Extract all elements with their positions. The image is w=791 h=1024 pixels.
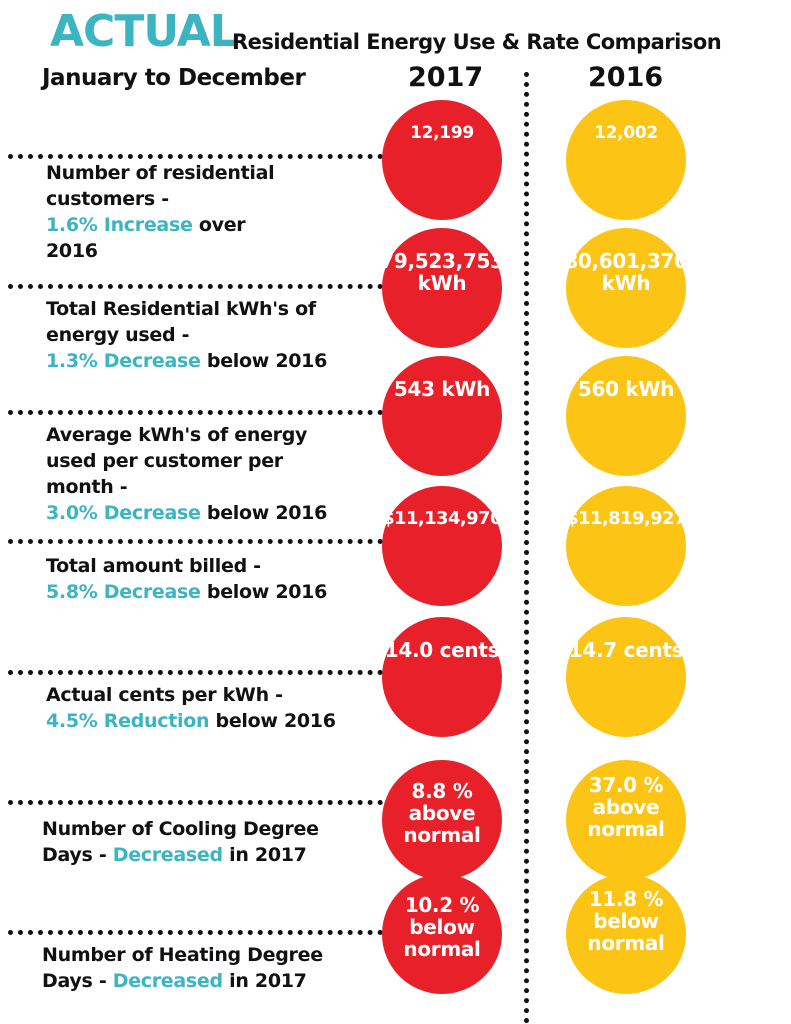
column-divider xyxy=(524,72,529,1024)
row-change-suffix: over 2016 xyxy=(46,214,246,262)
value-circle-2016: $11,819,927 xyxy=(566,486,686,606)
value-2017: 14.0 cents xyxy=(384,638,500,662)
row-connector xyxy=(8,154,383,159)
row-change: 1.6% Increase xyxy=(46,214,193,236)
column-header-2016: 2016 xyxy=(588,62,664,93)
value-2016: 11.8 % below normal xyxy=(587,887,665,955)
row-label: Average kWh's of energy used per custome… xyxy=(46,422,336,526)
row-change-suffix: in 2017 xyxy=(222,970,307,992)
row-description: Actual cents per kWh - xyxy=(46,684,283,706)
comparison-row: Number of residential customers - 1.6% I… xyxy=(0,100,791,262)
value-circle-2016: 560 kWh xyxy=(566,356,686,476)
comparison-row: Total Residential kWh's of energy used -… xyxy=(0,228,791,372)
value-circle-2017: 10.2 % below normal xyxy=(382,874,502,994)
row-connector xyxy=(8,410,383,415)
value-2016: 80,601,370 kWh xyxy=(564,249,688,295)
value-circle-2017: $11,134,970 xyxy=(382,486,502,606)
row-description: Total amount billed - xyxy=(46,555,261,577)
row-label: Number of Heating Degree Days - Decrease… xyxy=(42,942,342,994)
row-change-suffix: below 2016 xyxy=(209,710,336,732)
value-2017: 12,199 xyxy=(410,123,474,143)
row-label: Number of Cooling Degree Days - Decrease… xyxy=(42,816,342,868)
comparison-row: Average kWh's of energy used per custome… xyxy=(0,356,791,524)
row-change: Decreased xyxy=(112,970,223,992)
comparison-row: Actual cents per kWh - 4.5% Reduction be… xyxy=(0,617,791,737)
row-connector xyxy=(8,800,383,805)
value-circle-2017: 12,199 xyxy=(382,100,502,220)
period-label: January to December xyxy=(42,65,306,91)
value-circle-2017: 8.8 % above normal xyxy=(382,760,502,880)
row-change-suffix: in 2017 xyxy=(222,844,307,866)
value-2016: 37.0 % above normal xyxy=(587,773,665,841)
row-label: Total amount billed - 5.8% Decrease belo… xyxy=(46,553,346,605)
row-change-suffix: below 2016 xyxy=(200,350,328,372)
row-description: Number of Heating Degree Days - xyxy=(42,944,323,992)
page-title: Residential Energy Use & Rate Comparison xyxy=(232,30,722,54)
row-connector xyxy=(8,930,383,935)
value-circle-2016: 12,002 xyxy=(566,100,686,220)
value-2017: 543 kWh xyxy=(393,377,491,401)
value-circle-2017: 14.0 cents xyxy=(382,617,502,737)
row-change: 1.3% Decrease xyxy=(46,350,201,372)
value-circle-2016: 37.0 % above normal xyxy=(566,760,686,880)
row-connector xyxy=(8,284,383,289)
row-connector xyxy=(8,670,383,675)
row-change: 5.8% Decrease xyxy=(46,581,201,603)
row-change: Decreased xyxy=(112,844,223,866)
row-description: Number of residential customers - xyxy=(46,162,275,210)
value-circle-2016: 80,601,370 kWh xyxy=(564,228,688,348)
row-label: Total Residential kWh's of energy used -… xyxy=(46,296,346,374)
row-label: Number of residential customers - 1.6% I… xyxy=(46,160,296,264)
value-2016: 12,002 xyxy=(594,123,658,143)
comparison-row: Total amount billed - 5.8% Decrease belo… xyxy=(0,486,791,606)
value-circle-2016: 14.7 cents xyxy=(566,617,686,737)
row-description: Average kWh's of energy used per custome… xyxy=(46,424,308,498)
value-2017: 8.8 % above normal xyxy=(403,779,481,847)
value-circle-2017: 543 kWh xyxy=(382,356,502,476)
row-change-suffix: below 2016 xyxy=(200,502,328,524)
comparison-row: Number of Cooling Degree Days - Decrease… xyxy=(0,760,791,880)
row-label: Actual cents per kWh - 4.5% Reduction be… xyxy=(46,682,346,734)
row-description: Total Residential kWh's of energy used - xyxy=(46,298,316,346)
value-2017: 10.2 % below normal xyxy=(403,893,481,961)
row-connector xyxy=(8,539,383,544)
comparison-row: Number of Heating Degree Days - Decrease… xyxy=(0,874,791,994)
row-change: 4.5% Reduction xyxy=(46,710,210,732)
row-change-suffix: below 2016 xyxy=(200,581,328,603)
value-circle-2016: 11.8 % below normal xyxy=(566,874,686,994)
title-highlight: ACTUAL xyxy=(50,6,238,57)
value-2016: $11,819,927 xyxy=(566,508,686,529)
value-2017: $11,134,970 xyxy=(382,508,502,529)
value-circle-2017: 79,523,753 kWh xyxy=(380,228,504,348)
value-2016: 560 kWh xyxy=(577,377,675,401)
column-header-2017: 2017 xyxy=(408,62,484,93)
value-2016: 14.7 cents xyxy=(568,638,684,662)
row-description: Number of Cooling Degree Days - xyxy=(42,818,319,866)
value-2017: 79,523,753 kWh xyxy=(380,249,504,295)
row-change: 3.0% Decrease xyxy=(46,502,201,524)
